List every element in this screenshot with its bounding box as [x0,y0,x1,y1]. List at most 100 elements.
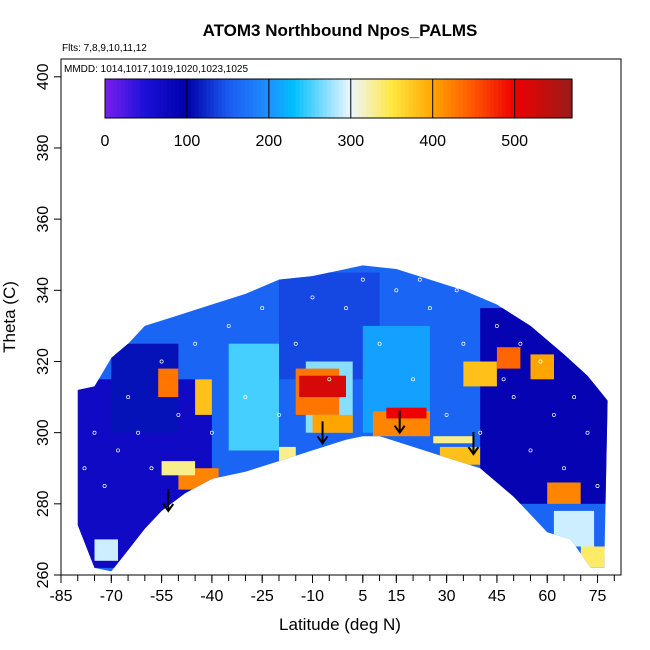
tropopause-arrow [393,410,406,435]
sample-point [102,484,107,488]
sample-point [293,341,298,346]
colorbar-segment [494,79,499,118]
plot-frame [60,58,622,576]
tropopause-arrow [467,432,480,456]
y-tick-label: 300 [35,419,52,446]
colorbar-segment [517,79,523,118]
sample-point [176,412,181,417]
sample-point [126,395,131,400]
colorbar-segment [338,79,343,118]
colorbar-segment [233,79,238,118]
heatmap-cell [195,379,212,415]
sample-point [159,359,164,364]
colorbar-segment [529,79,534,118]
colorbar-segment [498,79,503,118]
x-tick-label: 75 [589,588,607,605]
sample-point [494,323,499,328]
sample-point [327,377,332,382]
colorbar-segment [132,79,137,118]
x-tick-label: 45 [488,588,506,605]
colorbar-segment [505,79,511,118]
colorbar-segment [202,79,207,118]
colorbar-segment [108,79,114,118]
colorbar-segment [167,79,172,118]
colorbar-segment [291,79,297,118]
colorbar-segment [248,79,254,118]
sample-point [209,430,214,435]
colorbar-segment [369,79,375,118]
sample-point [411,377,416,382]
sample-point [518,341,523,346]
y-tick-label: 320 [35,348,52,375]
colorbar-segment [124,79,129,118]
colorbar-segment [334,79,340,118]
x-tick-label: 15 [387,588,405,605]
heatmap-cell [547,482,581,504]
x-tick-label: -10 [301,588,324,605]
x-tick-label: -25 [251,588,274,605]
colorbar-segment [264,79,270,118]
colorbar-segment [260,79,266,118]
colorbar-segment [229,79,235,118]
colorbar-segment [194,79,199,118]
colorbar-segment [463,79,468,118]
colorbar-segment [389,79,394,118]
colorbar-segment [373,79,379,118]
heatmap-cell [279,446,296,476]
colorbar-segment [105,79,110,118]
sample-point [572,395,577,400]
sample-point [538,359,543,364]
sample-point [377,341,382,346]
colorbar-segment [521,79,526,118]
tropopause-arrows [162,410,480,513]
colorbar-segment [299,79,305,118]
colorbar-segment [330,79,336,118]
x-tick-label: -70 [100,588,123,605]
colorbar-segment [190,79,196,118]
colorbar-segment [564,79,569,118]
colorbar-segment [342,79,347,118]
colorbar-segment [552,79,558,118]
sample-point [478,430,483,435]
colorbar-segment [474,79,480,118]
colorbar-segment [225,79,231,118]
colorbar-segment [198,79,203,118]
sample-point [260,306,265,311]
colorbar-segment [486,79,491,118]
sample-point [136,430,141,435]
colorbar-segment [350,79,355,118]
colorbar-segment [509,79,515,118]
colorbar-segment [482,79,487,118]
sample-point [360,277,365,282]
colorbar-segment [163,79,168,118]
x-tick-label: -85 [49,588,72,605]
colorbar-segment [455,79,460,118]
colorbar-segment [252,79,258,118]
heatmap-cell [480,308,608,504]
colorbar-segment [213,79,219,118]
colorbar-segment [525,79,530,118]
colorbar-segment [556,79,561,118]
heatmap-cell [228,343,279,451]
colorbar-segment [501,79,507,118]
colorbar-segment [307,79,312,118]
colorbar-segment [548,79,554,118]
colorbar-tick-label: 0 [101,133,110,150]
colorbar-segment [171,79,176,118]
colorbar-segment [178,79,184,118]
colorbar-segment [272,79,277,118]
colorbar-segment [311,79,316,118]
colorbar-segment [280,79,285,118]
heatmap-cell [580,546,608,568]
y-tick-label: 280 [35,490,52,517]
colorbar-segment [404,79,410,118]
x-tick-label: 30 [438,588,456,605]
sample-point [551,412,556,417]
heatmap-cell [299,375,346,398]
tropopause-arrow [162,488,175,513]
y-axis: 260 280 300 320 340 360 380 400 [35,63,61,588]
colorbar-segment [459,79,464,118]
colorbar-segment [439,79,445,118]
sample-point [528,448,533,453]
colorbar-segment [466,79,472,118]
